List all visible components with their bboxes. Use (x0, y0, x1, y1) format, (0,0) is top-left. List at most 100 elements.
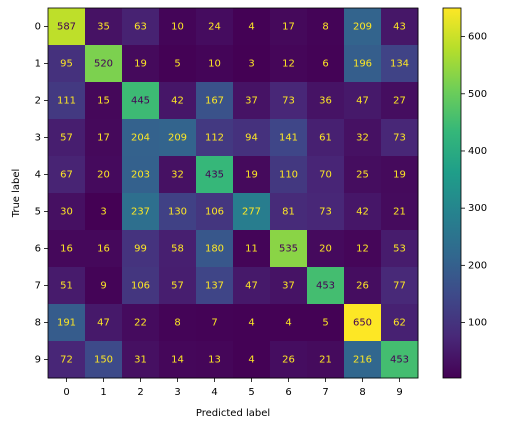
cell (85, 119, 123, 157)
cell (233, 119, 271, 157)
cell (270, 8, 308, 46)
cell (122, 304, 160, 342)
cell (85, 45, 123, 83)
cell (122, 82, 160, 120)
cell-label: 26 (282, 355, 295, 366)
colorbar-tick-label: 100 (468, 318, 487, 329)
cell (233, 230, 271, 268)
cell-label: 17 (282, 22, 295, 33)
cell (381, 119, 419, 157)
cell (344, 45, 382, 83)
cell-label: 17 (97, 133, 110, 144)
cell-label: 203 (131, 170, 150, 181)
cell (381, 193, 419, 231)
y-tick-label: 5 (35, 207, 41, 218)
cell-label: 191 (57, 318, 76, 329)
cell-label: 10 (208, 59, 221, 70)
cell-label: 57 (60, 133, 73, 144)
cell (48, 267, 86, 305)
cell (196, 119, 234, 157)
cell (196, 304, 234, 342)
cell-label: 8 (322, 22, 328, 33)
cell (344, 8, 382, 46)
x-tick-label: 9 (396, 387, 402, 398)
cell-label: 22 (134, 318, 147, 329)
cell (344, 82, 382, 120)
cell (344, 193, 382, 231)
cell (159, 341, 197, 379)
cell (196, 341, 234, 379)
cell-label: 110 (279, 170, 298, 181)
cell-label: 47 (97, 318, 110, 329)
cell (85, 8, 123, 46)
cell-label: 24 (208, 22, 221, 33)
cell (48, 119, 86, 157)
cell (48, 156, 86, 194)
cell-label: 27 (393, 96, 406, 107)
x-tick-label: 7 (322, 387, 328, 398)
cell (48, 45, 86, 83)
x-tick-label: 8 (359, 387, 365, 398)
cell (122, 156, 160, 194)
cell (307, 341, 345, 379)
cell (270, 304, 308, 342)
cell (381, 156, 419, 194)
cell (196, 156, 234, 194)
cell-label: 112 (205, 133, 224, 144)
cell (122, 8, 160, 46)
cell (270, 156, 308, 194)
cell-label: 73 (393, 133, 406, 144)
cell (196, 267, 234, 305)
colorbar-tick-label: 600 (468, 32, 487, 43)
colorbar (442, 7, 462, 379)
cell (307, 304, 345, 342)
cell (159, 8, 197, 46)
cell-label: 106 (131, 281, 150, 292)
cell-label: 3 (100, 207, 106, 218)
cell-label: 21 (319, 355, 332, 366)
cell-label: 19 (245, 170, 258, 181)
cell-label: 277 (242, 207, 261, 218)
cell (122, 119, 160, 157)
cell (307, 267, 345, 305)
cell (48, 230, 86, 268)
cell-label: 134 (390, 59, 409, 70)
cell-label: 30 (60, 207, 73, 218)
cell-label: 37 (282, 281, 295, 292)
x-tick-label: 5 (248, 387, 254, 398)
y-tick-label: 6 (35, 244, 41, 255)
cell-label: 9 (100, 281, 106, 292)
cell-label: 19 (393, 170, 406, 181)
cell-label: 209 (353, 22, 372, 33)
cell (122, 45, 160, 83)
cell-label: 216 (353, 355, 372, 366)
cell (381, 45, 419, 83)
cell (85, 267, 123, 305)
cell-label: 32 (171, 170, 184, 181)
cell (122, 341, 160, 379)
y-tick-label: 9 (35, 355, 41, 366)
cell-label: 141 (279, 133, 298, 144)
cell-label: 4 (248, 22, 254, 33)
cell (233, 45, 271, 83)
cell-label: 99 (134, 244, 147, 255)
cell-label: 7 (211, 318, 217, 329)
cell (307, 230, 345, 268)
cell-label: 25 (356, 170, 369, 181)
x-tick-label: 2 (137, 387, 143, 398)
cell-label: 63 (134, 22, 147, 33)
cell (159, 267, 197, 305)
cell (85, 230, 123, 268)
x-axis-label: Predicted label (196, 408, 270, 419)
cell (85, 341, 123, 379)
cell-label: 209 (168, 133, 187, 144)
cell-label: 12 (282, 59, 295, 70)
y-tick-label: 3 (35, 133, 41, 144)
cell-label: 26 (356, 281, 369, 292)
cell (48, 304, 86, 342)
cell-label: 4 (285, 318, 291, 329)
cell-label: 237 (131, 207, 150, 218)
cell-label: 47 (245, 281, 258, 292)
cell-label: 35 (97, 22, 110, 33)
